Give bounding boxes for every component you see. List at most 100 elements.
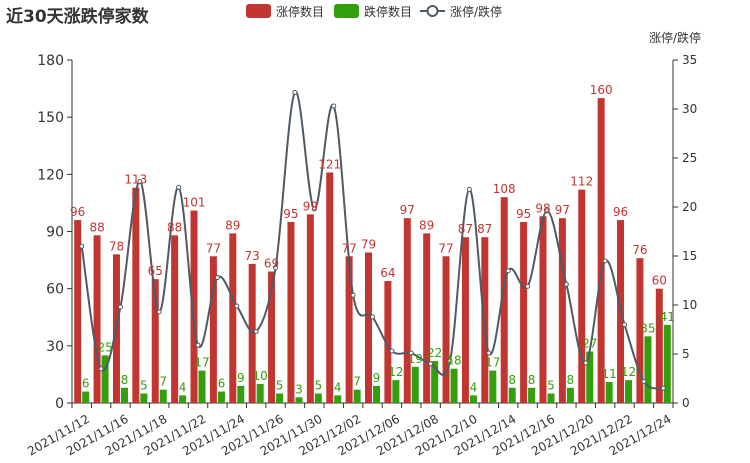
bar-up-limit — [365, 252, 372, 403]
bar-down-limit — [547, 393, 555, 403]
bar-down-limit-label: 8 — [567, 373, 575, 387]
bar-down-limit — [566, 387, 574, 403]
bar-up-limit — [384, 281, 392, 403]
bar-down-limit-label: 27 — [582, 337, 597, 351]
bar-up-limit-label: 95 — [516, 207, 531, 221]
bar-up-limit — [209, 256, 217, 403]
bar-down-limit — [528, 387, 536, 403]
bar-up-limit-label: 77 — [438, 241, 453, 255]
bar-down-limit-label: 18 — [446, 354, 461, 368]
bar-down-limit — [489, 370, 497, 403]
ratio-point — [311, 206, 317, 212]
bar-up-limit-label: 95 — [283, 207, 298, 221]
bar-up-limit — [442, 256, 450, 403]
legend-label: 涨停/跌停 — [450, 4, 502, 19]
bar-down-limit — [256, 383, 264, 403]
bar-up-limit — [93, 235, 101, 403]
bar-down-limit-label: 17 — [194, 356, 209, 370]
bar-down-limit — [120, 387, 128, 403]
ratio-point — [79, 243, 85, 249]
ratio-point — [156, 309, 162, 315]
ratio-point — [525, 283, 531, 289]
bar-down-limit-label: 19 — [408, 352, 423, 366]
bar-down-limit — [431, 361, 439, 403]
bar-up-limit-label: 88 — [89, 220, 104, 234]
bar-down-limit-label: 35 — [640, 321, 655, 335]
bar-down-limit — [508, 387, 516, 403]
bar-up-limit — [74, 220, 82, 403]
ratio-point — [486, 350, 492, 356]
bar-up-limit-label: 60 — [652, 274, 667, 288]
y-right-axis-label: 涨停/跌停 — [649, 30, 701, 45]
bar-up-limit — [636, 258, 644, 403]
bar-up-limit-label: 112 — [570, 175, 593, 189]
bar-down-limit — [334, 395, 342, 403]
y-left-tick-label: 0 — [55, 396, 64, 412]
legend-swatch-marker — [426, 5, 439, 17]
bar-down-limit-label: 5 — [315, 378, 323, 392]
bar-up-limit-label: 88 — [167, 220, 182, 234]
ratio-point — [214, 275, 220, 281]
ratio-point — [350, 292, 356, 298]
ratio-point — [583, 360, 589, 366]
bar-down-limit-label: 8 — [528, 373, 536, 387]
bar-up-limit-label: 65 — [148, 264, 163, 278]
bar-up-limit-label: 160 — [590, 83, 613, 97]
bar-down-limit-label: 4 — [470, 380, 478, 394]
bar-up-limit-label: 87 — [458, 222, 473, 236]
bar-down-limit-label: 6 — [82, 377, 90, 391]
bar-up-limit-label: 121 — [318, 157, 341, 171]
bar-up-limit-label: 77 — [341, 241, 356, 255]
bar-down-limit-label: 3 — [295, 382, 303, 396]
bar-down-limit-label: 25 — [97, 340, 112, 354]
legend-swatch — [246, 4, 271, 18]
bar-up-limit-label: 78 — [109, 239, 124, 253]
bar-down-limit-label: 17 — [485, 356, 500, 370]
legend-label: 跌停数目 — [364, 4, 412, 19]
ratio-point — [98, 366, 104, 372]
bar-up-limit-label: 73 — [245, 249, 260, 263]
bar-up-limit — [229, 233, 237, 403]
bar-up-limit — [326, 172, 334, 403]
ratio-point — [602, 258, 608, 264]
ratio-point — [137, 179, 143, 185]
bar-down-limit — [198, 370, 206, 403]
ratio-point — [622, 322, 628, 328]
legend: 涨停数目 跌停数目 涨停/跌停 — [246, 4, 502, 19]
ratio-point — [466, 186, 472, 192]
y-right-tick-label: 0 — [682, 396, 690, 410]
y-left-tick-label: 180 — [37, 53, 64, 69]
bar-down-limit — [373, 385, 380, 403]
bar-down-limit-label: 11 — [602, 367, 617, 381]
bar-up-limit — [500, 197, 508, 403]
bar-up-limit — [461, 237, 469, 403]
ratio-point — [176, 184, 182, 190]
ratio-point — [273, 265, 279, 271]
y-right-tick-label: 20 — [682, 200, 697, 214]
y-right-tick-label: 35 — [682, 53, 697, 67]
bar-up-limit-label: 97 — [555, 203, 570, 217]
ratio-point — [660, 385, 666, 391]
ratio-point — [117, 304, 123, 310]
bar-up-limit — [248, 263, 256, 403]
bar-up-limit — [268, 271, 276, 403]
bar-down-limit — [411, 366, 419, 403]
bar-down-limit — [314, 393, 322, 403]
y-right-tick-label: 25 — [682, 151, 697, 165]
bar-down-limit-label: 12 — [388, 365, 403, 379]
ratio-point — [253, 328, 259, 334]
y-left-tick-label: 90 — [46, 225, 64, 241]
bar-up-limit — [306, 214, 314, 403]
bar-down-limit-label: 7 — [159, 375, 167, 389]
bar-up-limit-label: 108 — [493, 182, 516, 196]
ratio-point — [447, 358, 453, 364]
bar-down-limit-label: 22 — [427, 346, 442, 360]
bar-up-limit — [345, 256, 353, 403]
y-right-tick-label: 15 — [682, 249, 697, 263]
bar-down-limit — [392, 380, 400, 403]
bar-down-limit — [469, 395, 477, 403]
ratio-point — [370, 314, 375, 320]
bar-down-limit-label: 7 — [353, 375, 361, 389]
